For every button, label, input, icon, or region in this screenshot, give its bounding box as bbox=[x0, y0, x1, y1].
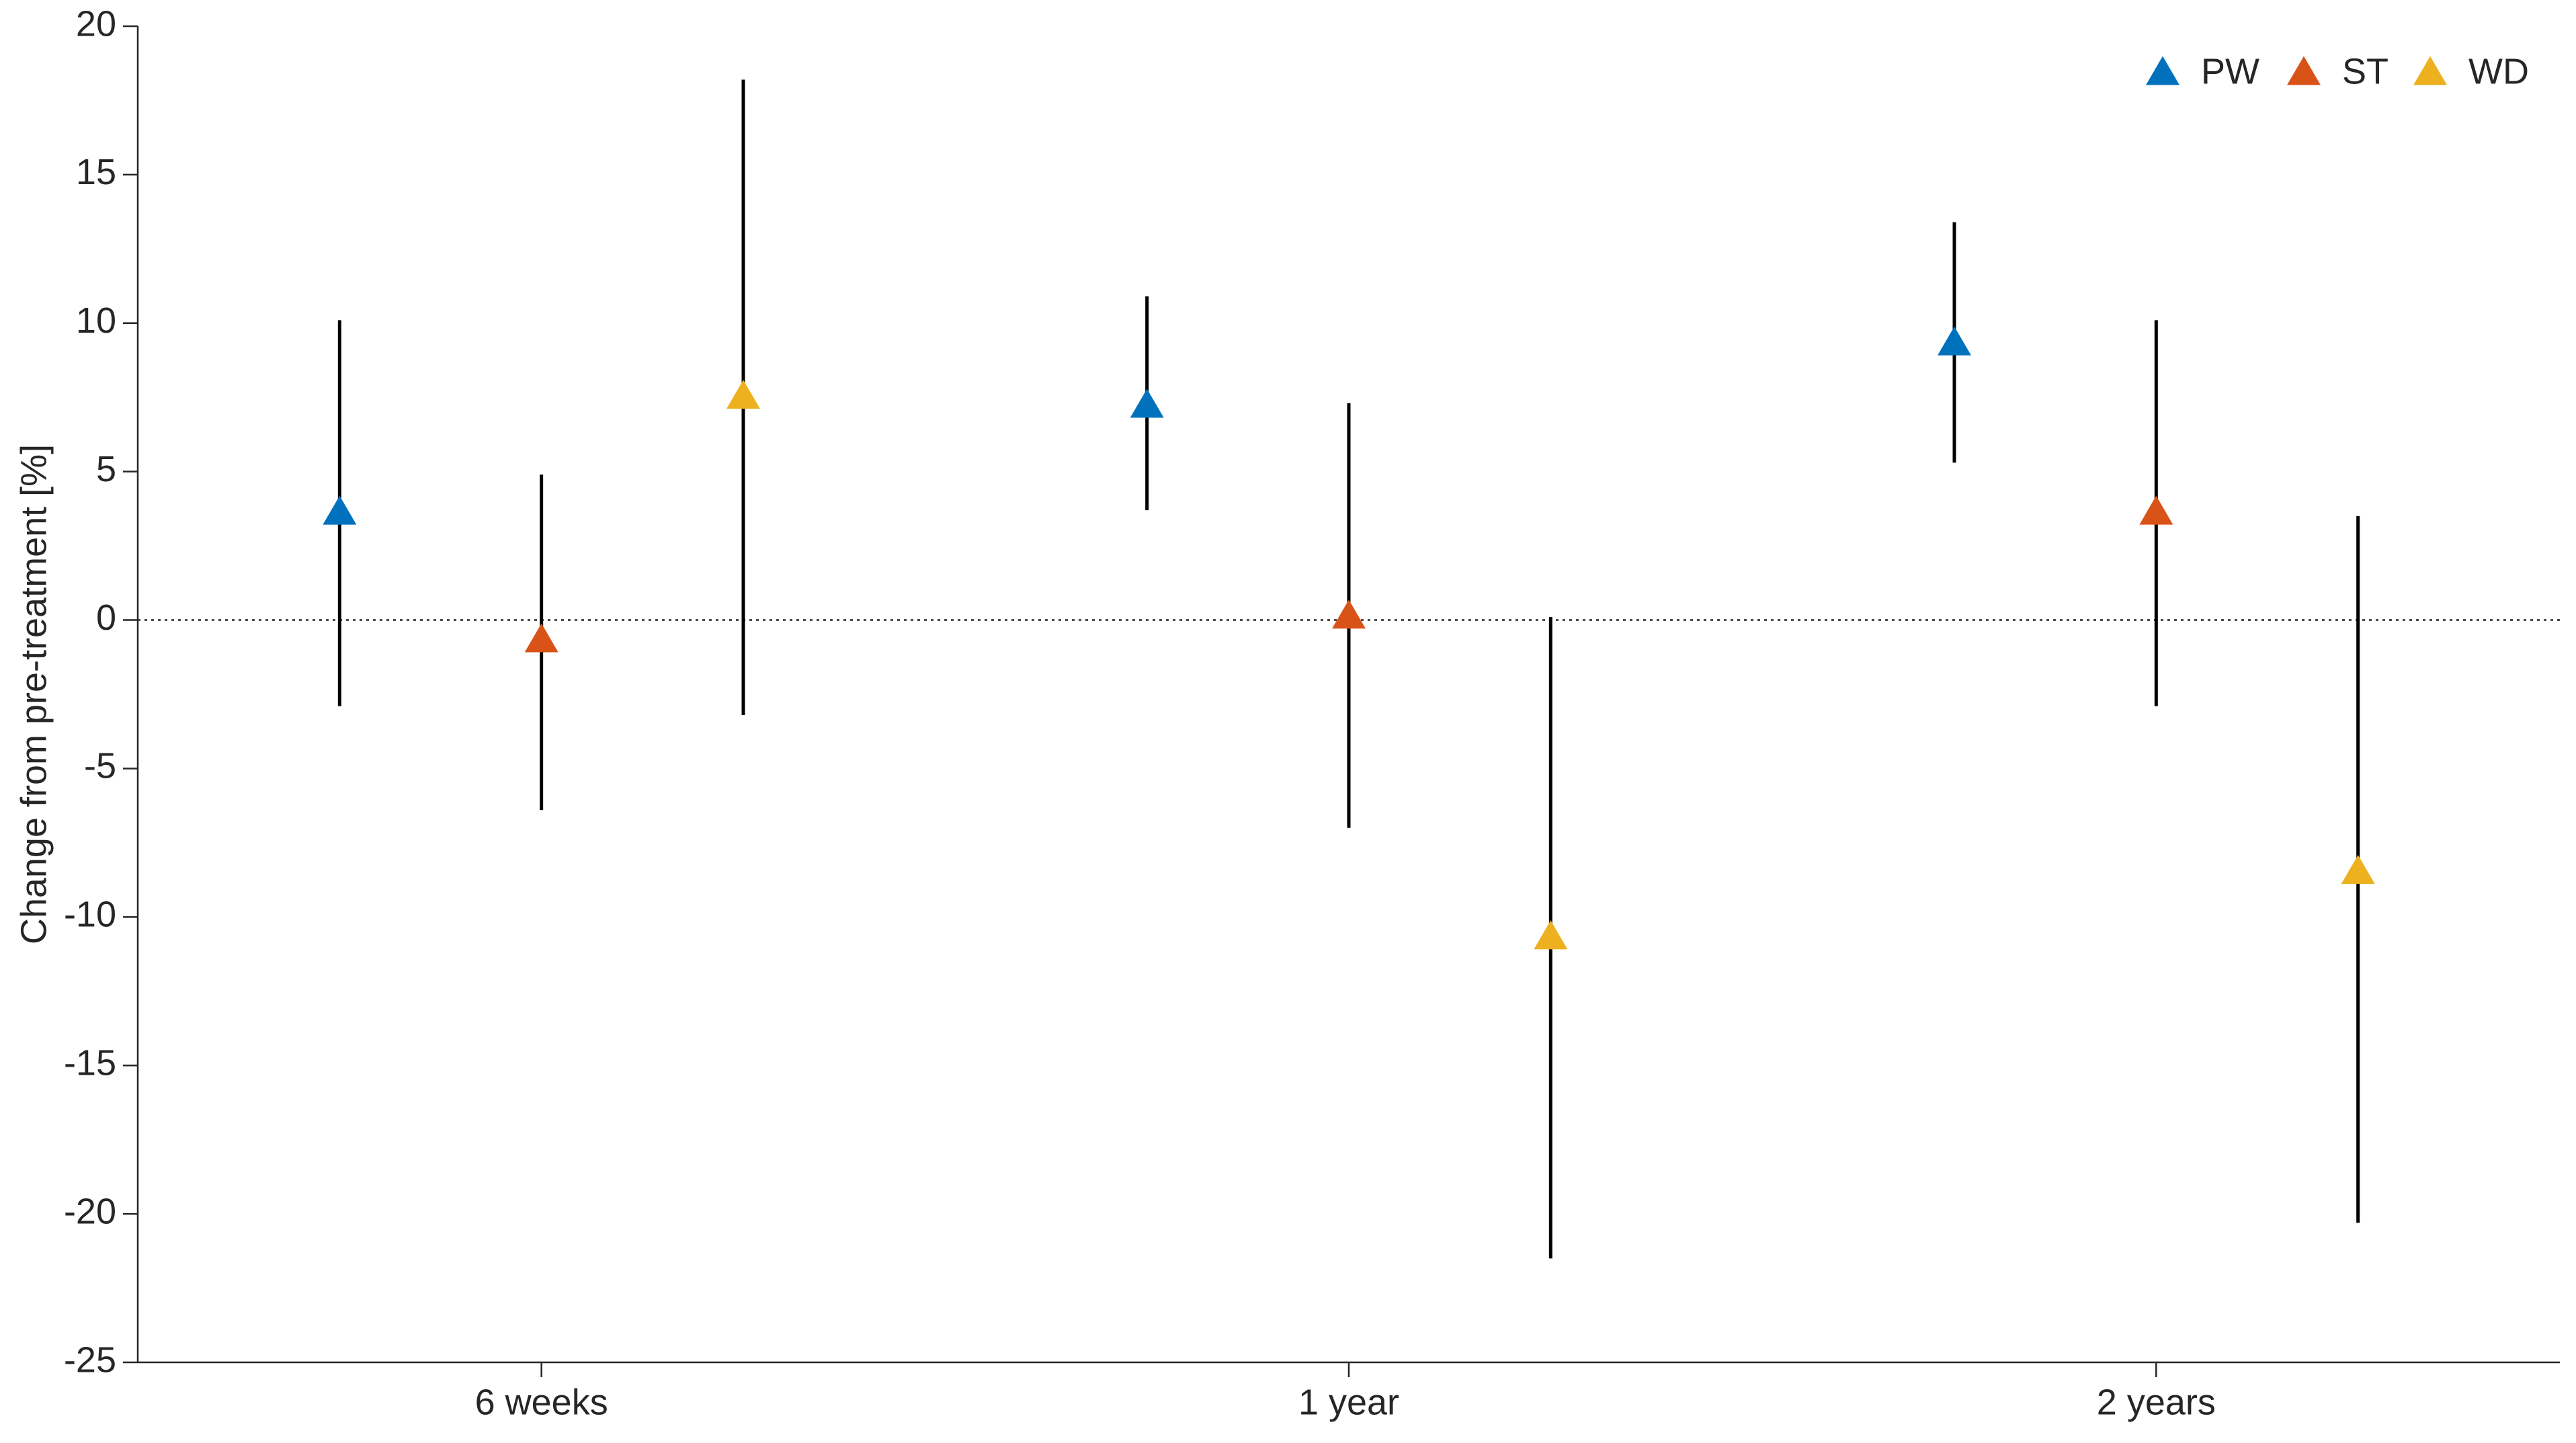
y-tick-label: 5 bbox=[96, 449, 116, 489]
legend-marker bbox=[2413, 56, 2447, 85]
marker bbox=[1332, 600, 1366, 629]
y-tick-label: 0 bbox=[96, 597, 116, 638]
y-tick-label: -20 bbox=[64, 1191, 116, 1231]
y-tick-label: 15 bbox=[76, 152, 116, 192]
marker bbox=[726, 380, 760, 409]
marker bbox=[1534, 920, 1568, 950]
y-axis-label: Change from pre-treatment [%] bbox=[13, 444, 54, 944]
y-tick-label: -15 bbox=[64, 1042, 116, 1083]
x-tick-label: 6 weeks bbox=[475, 1382, 608, 1422]
y-tick-label: -10 bbox=[64, 895, 116, 935]
marker bbox=[524, 623, 558, 653]
marker bbox=[1130, 388, 1164, 418]
y-tick-label: -25 bbox=[64, 1339, 116, 1380]
legend-label: ST bbox=[2342, 51, 2388, 91]
legend-label: PW bbox=[2201, 51, 2259, 91]
x-tick-label: 1 year bbox=[1298, 1382, 1399, 1422]
y-tick-label: -5 bbox=[84, 746, 116, 786]
x-tick-label: 2 years bbox=[2097, 1382, 2216, 1422]
y-tick-label: 20 bbox=[76, 3, 116, 44]
y-tick-label: 10 bbox=[76, 300, 116, 341]
legend-label: WD bbox=[2468, 51, 2529, 91]
marker bbox=[2139, 495, 2173, 525]
legend-marker bbox=[2287, 56, 2321, 85]
marker bbox=[323, 495, 357, 525]
marker bbox=[2341, 855, 2375, 884]
marker bbox=[1938, 326, 1971, 356]
legend-marker bbox=[2146, 56, 2179, 85]
